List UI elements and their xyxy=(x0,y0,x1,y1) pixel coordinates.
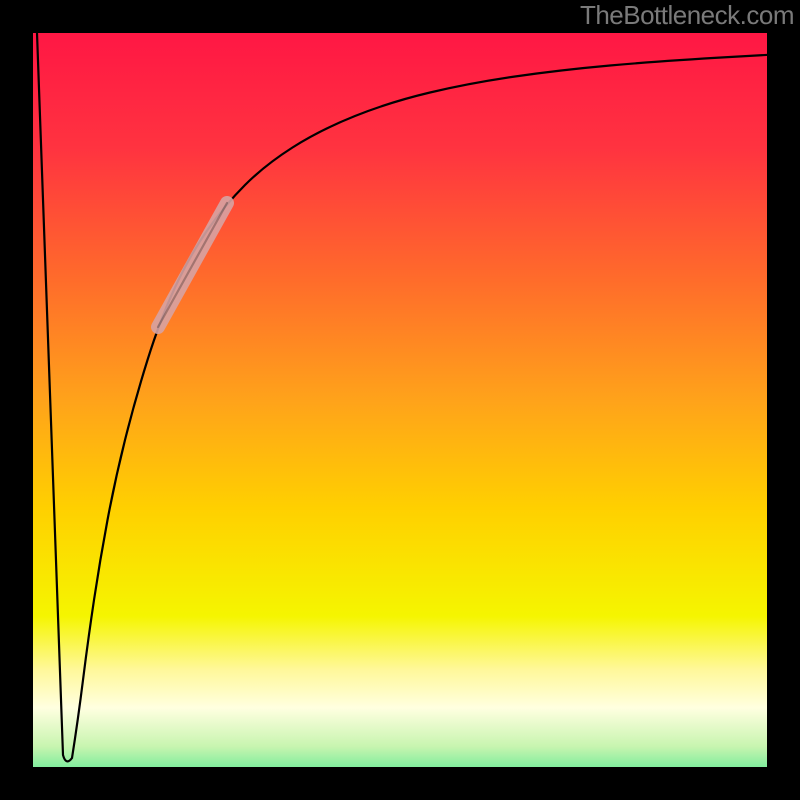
figure-container: TheBottleneck.com xyxy=(0,0,800,800)
bottleneck-chart xyxy=(0,0,800,800)
gradient-background xyxy=(33,33,800,800)
watermark-text: TheBottleneck.com xyxy=(580,0,794,31)
